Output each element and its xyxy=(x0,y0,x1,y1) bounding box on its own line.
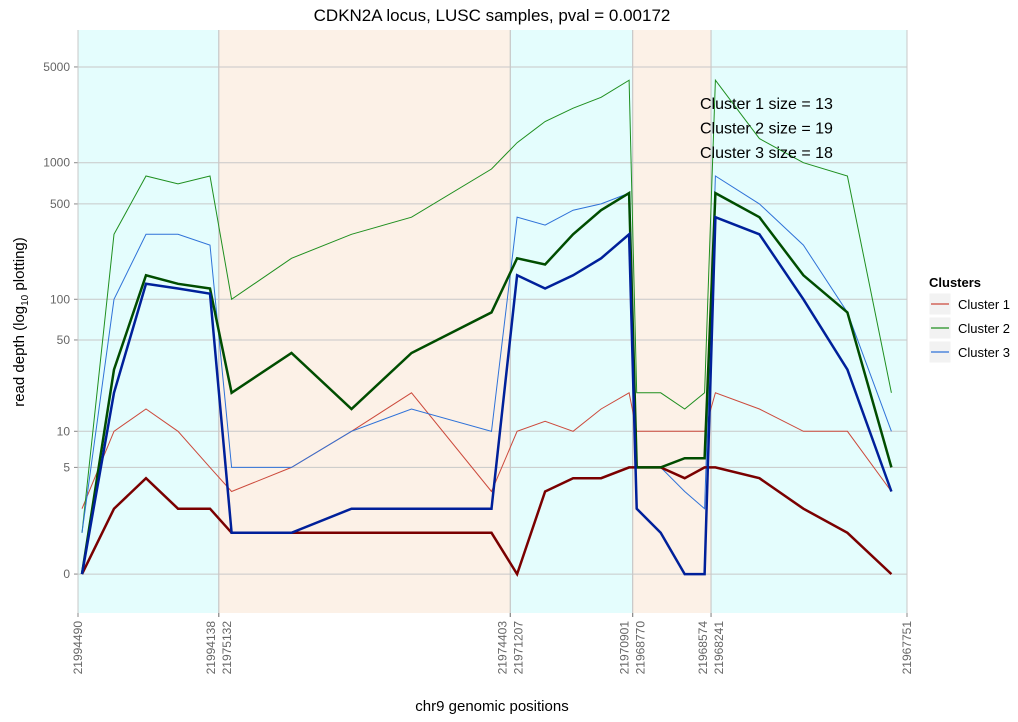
region xyxy=(218,30,511,613)
y-label-part: plotting) xyxy=(11,237,28,295)
mean-line xyxy=(80,215,893,576)
y-tick-label: 10 xyxy=(57,424,71,438)
annotation: Cluster 2 size = 19 xyxy=(700,121,833,138)
legend-label: Cluster 3 xyxy=(958,345,1010,360)
legend-title: Clusters xyxy=(929,275,981,290)
annotation: Cluster 3 size = 18 xyxy=(700,145,833,162)
region xyxy=(632,30,712,613)
x-tick-label: 21970901 xyxy=(618,621,632,675)
legend-label: Cluster 1 xyxy=(958,297,1010,312)
region xyxy=(711,30,907,613)
x-tick-label: 21967751 xyxy=(900,621,914,675)
y-label-sub: 10 xyxy=(20,294,31,306)
y-tick-label: 50 xyxy=(57,333,71,347)
x-tick-label: 21968574 xyxy=(696,621,710,675)
y-tick-label: 5 xyxy=(63,460,70,474)
x-tick-label: 21994138 xyxy=(204,621,218,675)
chart-title: CDKN2A locus, LUSC samples, pval = 0.001… xyxy=(314,6,671,25)
mean-line xyxy=(80,190,893,575)
y-axis-label: read depth (log10 plotting) xyxy=(11,237,31,407)
y-label-part: read depth (log xyxy=(11,306,28,407)
x-tick-label: 21975132 xyxy=(220,621,234,675)
x-tick-label: 21968241 xyxy=(712,621,726,675)
x-tick-label: 21974403 xyxy=(495,621,509,675)
series-line xyxy=(81,392,892,509)
x-tick-label: 21968770 xyxy=(634,621,648,675)
region xyxy=(78,30,219,613)
mean-line xyxy=(80,466,893,578)
y-tick-label: 500 xyxy=(50,197,70,211)
y-tick-label: 5000 xyxy=(43,60,70,74)
x-tick-label: 21994490 xyxy=(71,621,85,675)
region xyxy=(510,30,633,613)
annotation: Cluster 1 size = 13 xyxy=(700,96,833,113)
y-tick-label: 100 xyxy=(50,292,70,306)
x-tick-label: 21971207 xyxy=(511,621,525,675)
series-line xyxy=(81,78,892,533)
series-line xyxy=(81,175,892,533)
y-tick-label: 0 xyxy=(63,567,70,581)
legend-label: Cluster 2 xyxy=(958,321,1010,336)
y-tick-label: 1000 xyxy=(43,156,70,170)
x-axis-label: chr9 genomic positions xyxy=(415,698,568,715)
